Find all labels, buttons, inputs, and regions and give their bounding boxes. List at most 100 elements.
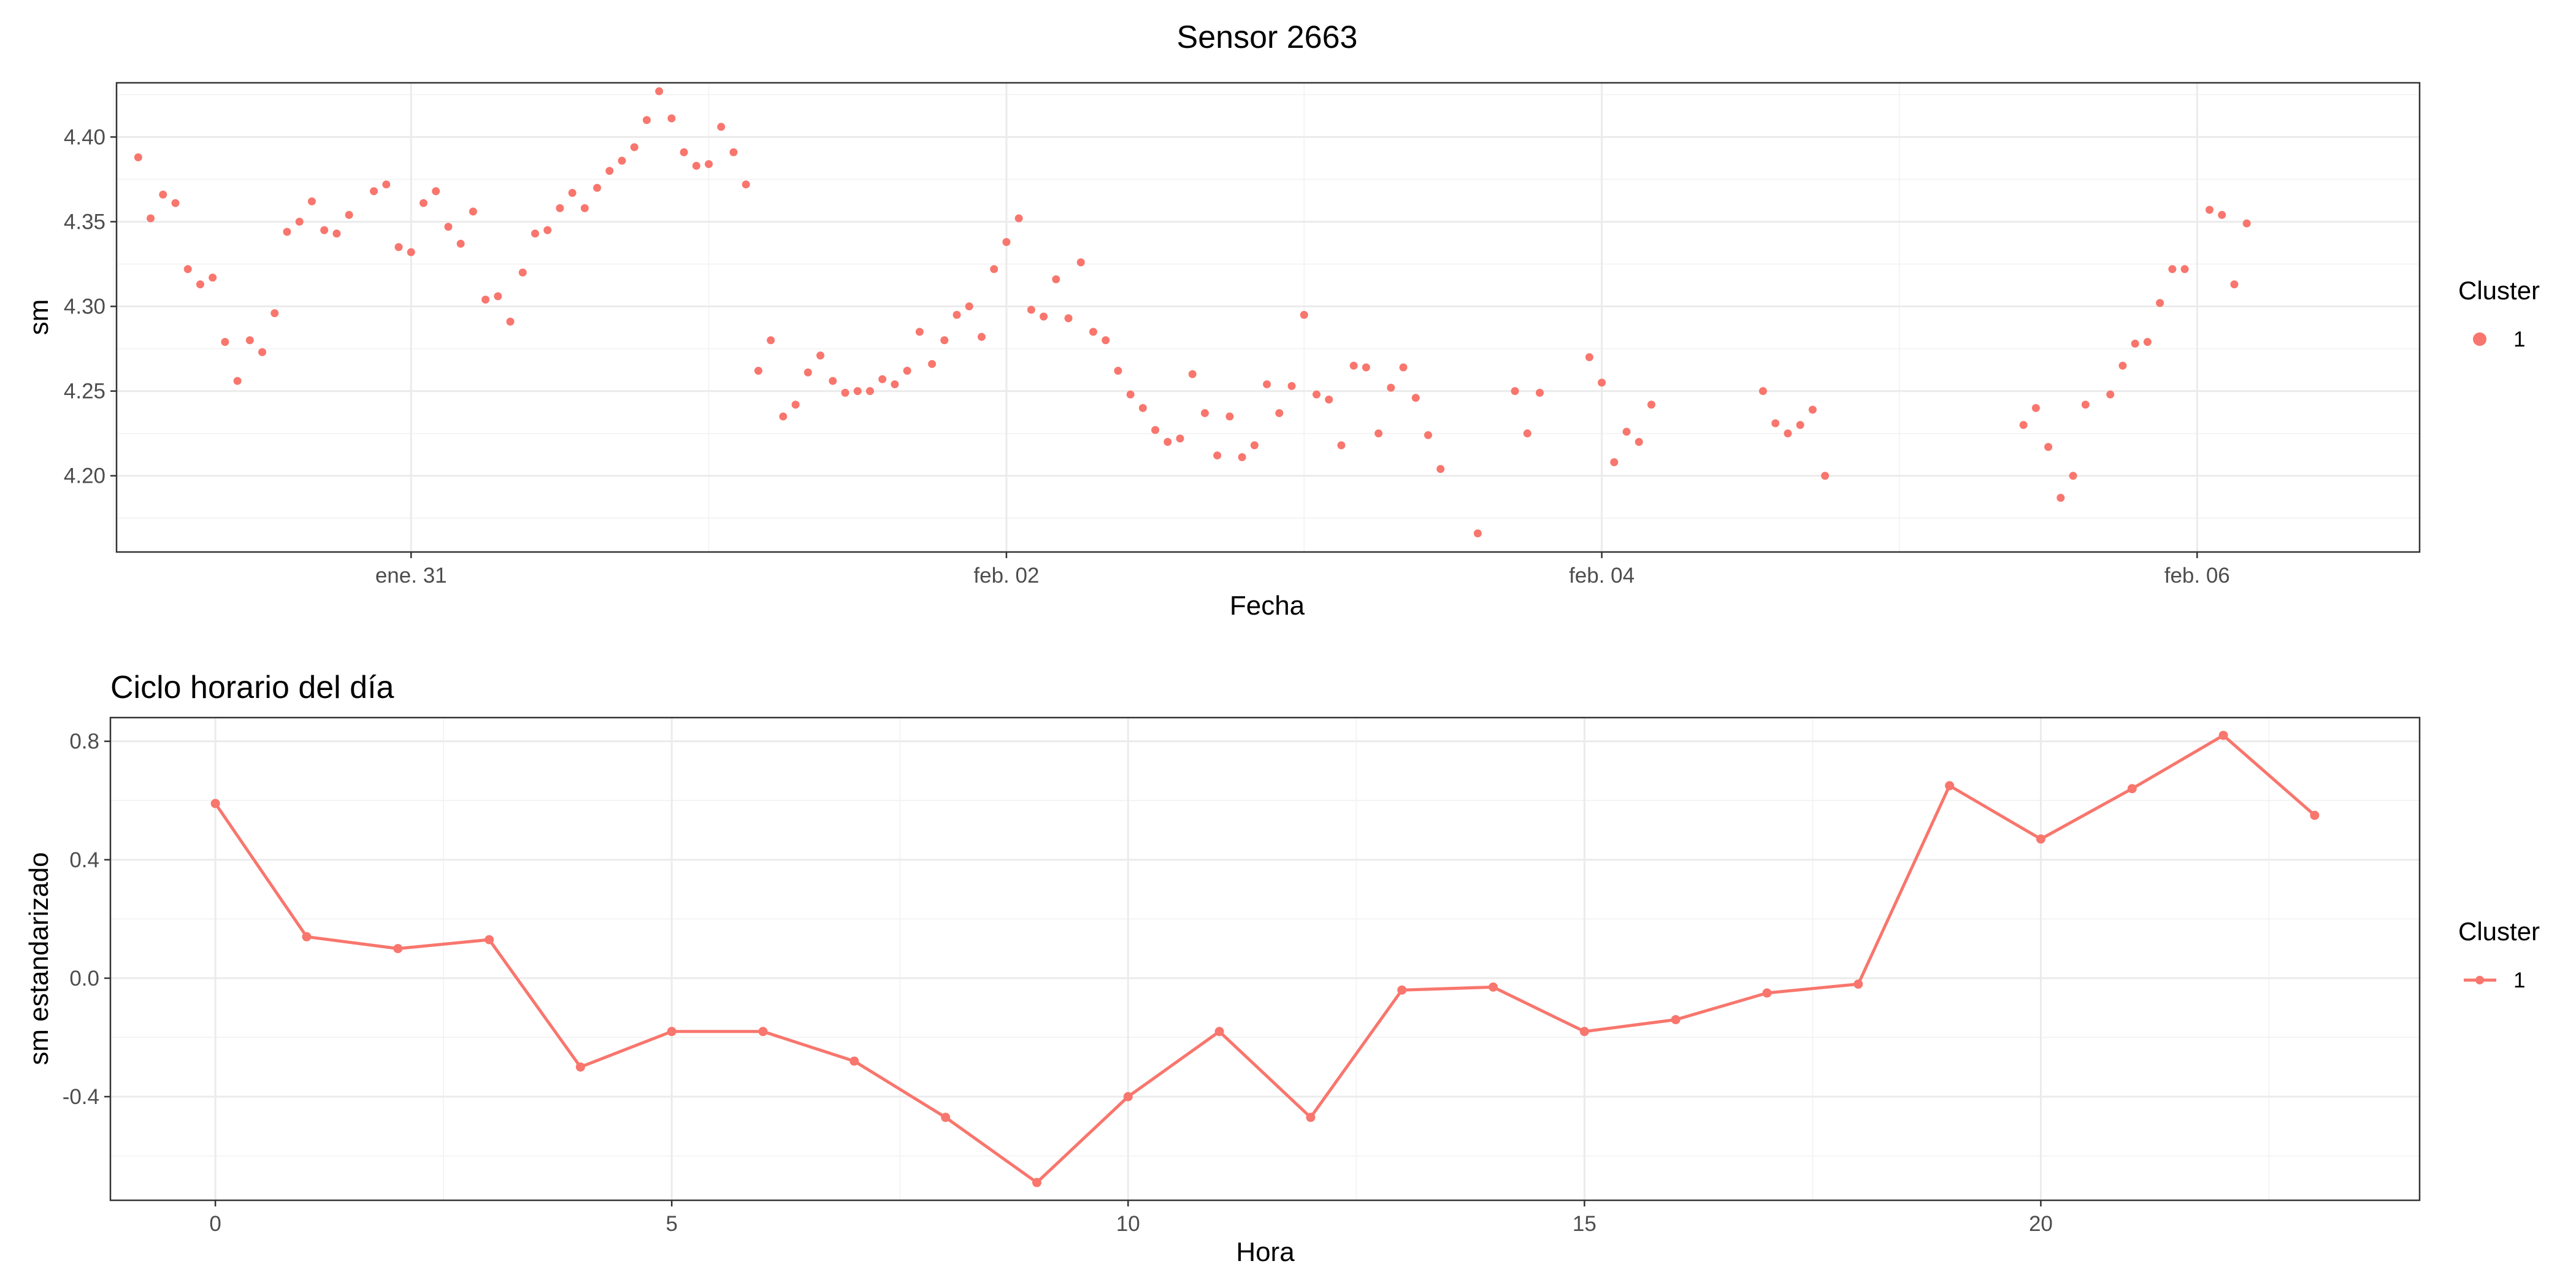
hourly-data-point (1853, 979, 1863, 989)
sensor-data-point (2180, 265, 2189, 274)
sensor-data-point (803, 368, 812, 377)
sensor-data-point (209, 274, 217, 282)
sensor-legend-key (2473, 332, 2486, 346)
sensor-data-point (1473, 529, 1482, 538)
sensor-y-axis-title: sm (24, 299, 54, 335)
sensor-legend-label: 1 (2513, 328, 2525, 351)
sensor-data-point (630, 143, 638, 151)
sensor-data-point (134, 153, 142, 162)
sensor-data-point (1238, 453, 1246, 461)
sensor-data-point (1436, 465, 1445, 473)
sensor-data-point (1076, 258, 1085, 267)
sensor-data-point (531, 229, 539, 238)
sensor-axes: 4.20 4.25 4.30 4.35 4.40 ene. 31 feb. 02 feb. 0… (64, 125, 2230, 588)
sensor-data-point (2069, 472, 2077, 480)
hourly-y-tick-label: 0.0 (69, 967, 99, 991)
hourly-series (210, 730, 2320, 1187)
sensor-data-point (1200, 409, 1209, 418)
sensor-data-point (1647, 401, 1655, 409)
sensor-data-point (345, 210, 353, 219)
sensor-data-point (2081, 401, 2090, 409)
sensor-data-point (705, 160, 713, 169)
hourly-data-point (302, 932, 312, 941)
sensor-data-point (506, 317, 515, 326)
hourly-legend: Cluster 1 (2458, 917, 2540, 992)
sensor-data-point (1362, 363, 1370, 372)
sensor-data-point (1387, 383, 1395, 392)
sensor-data-point (692, 161, 700, 170)
hourly-data-point (1579, 1027, 1589, 1037)
sensor-data-point (779, 412, 788, 421)
sensor-y-tick-label: 4.25 (64, 380, 105, 404)
sensor-data-point (680, 148, 688, 156)
sensor-data-point (332, 229, 341, 238)
sensor-data-point (1225, 412, 1234, 421)
hourly-gridlines (110, 718, 2420, 1200)
sensor-data-point (1138, 404, 1147, 412)
sensor-data-point (518, 268, 527, 277)
sensor-data-point (2118, 361, 2127, 370)
sensor-data-point (1040, 312, 1048, 321)
sensor-data-point (580, 204, 589, 212)
hourly-data-point (1762, 988, 1772, 998)
sensor-chart-title: Sensor 2663 (1177, 20, 1358, 55)
sensor-data-point (270, 309, 279, 318)
sensor-data-point (965, 302, 973, 311)
hourly-chart: Ciclo horario del día -0.4 0.0 0.4 0.8 0 5 10 1… (24, 670, 2540, 1267)
sensor-gridlines (113, 83, 2420, 552)
sensor-data-point (977, 332, 986, 341)
sensor-data-point (2031, 404, 2040, 412)
sensor-data-point (159, 190, 167, 199)
sensor-data-point (1300, 310, 1308, 319)
hourly-x-tick-label: 10 (1116, 1212, 1140, 1236)
hourly-y-tick-label: 0.8 (69, 730, 99, 754)
sensor-x-axis-title: Fecha (1230, 591, 1305, 621)
hourly-x-tick-label: 15 (1573, 1212, 1597, 1236)
sensor-y-tick-label: 4.40 (64, 125, 105, 149)
sensor-data-point (891, 380, 899, 389)
sensor-data-point (816, 351, 825, 360)
sensor-data-point (767, 336, 775, 345)
hourly-panel-background (110, 718, 2420, 1200)
hourly-legend-label: 1 (2513, 968, 2525, 992)
sensor-y-tick-label: 4.35 (64, 210, 105, 234)
sensor-data-point (2143, 338, 2152, 347)
sensor-data-point (382, 180, 391, 189)
hourly-data-point (1032, 1178, 1041, 1187)
sensor-data-point (1808, 405, 1817, 414)
sensor-data-point (655, 87, 664, 96)
sensor-data-point (928, 359, 937, 368)
hourly-data-point (941, 1113, 951, 1122)
sensor-data-point (1411, 394, 1420, 402)
sensor-data-point (1089, 328, 1097, 336)
sensor-data-point (245, 336, 254, 345)
sensor-data-point (865, 387, 874, 396)
sensor-data-point (1374, 429, 1383, 438)
hourly-data-point (758, 1027, 768, 1037)
sensor-x-tick-label: feb. 02 (973, 564, 1039, 588)
sensor-data-point (841, 388, 849, 397)
sensor-data-point (2242, 219, 2251, 228)
sensor-data-point (742, 180, 750, 189)
hourly-x-tick-label: 20 (2029, 1212, 2053, 1236)
sensor-data-point (2131, 339, 2139, 348)
sensor-data-point (1312, 390, 1321, 399)
sensor-data-point (1014, 214, 1023, 223)
sensor-data-point (1622, 427, 1631, 436)
sensor-x-tick-label: feb. 04 (1569, 564, 1635, 588)
sensor-data-point (940, 336, 949, 345)
sensor-data-point (568, 189, 577, 197)
sensor-data-point (791, 401, 800, 409)
hourly-data-point (1123, 1092, 1133, 1102)
sensor-data-point (556, 204, 564, 212)
sensor-data-point (1424, 431, 1432, 439)
sensor-data-point (605, 167, 614, 175)
hourly-data-point (2036, 834, 2045, 844)
sensor-data-point (481, 296, 490, 304)
sensor-data-point (642, 116, 651, 125)
sensor-data-point (754, 366, 762, 375)
sensor-data-point (307, 197, 316, 205)
sensor-data-point (2230, 280, 2239, 289)
sensor-data-point (1758, 387, 1767, 396)
hourly-data-point (2218, 730, 2228, 740)
